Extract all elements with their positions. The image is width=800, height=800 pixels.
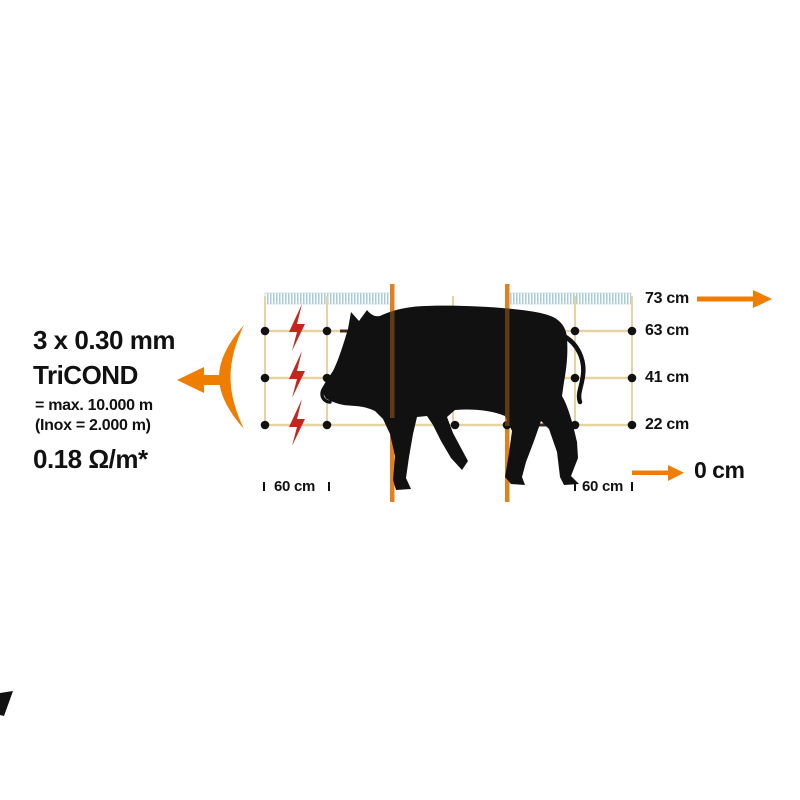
spec-pointer [177, 325, 244, 429]
net-top-braid-right [506, 292, 632, 305]
net-knot [627, 326, 637, 336]
lightning-bolt-icon [289, 351, 305, 398]
height-label-63: 63 cm [645, 322, 689, 339]
top-height-arrow [697, 290, 772, 308]
brace-icon [219, 325, 244, 429]
net-knot [450, 420, 460, 430]
net-knot [627, 373, 637, 383]
tick-mark [574, 482, 576, 491]
boar-tail [561, 333, 586, 405]
net-knot [260, 420, 270, 430]
net-top-braid-left [264, 292, 393, 305]
corner-mark [0, 691, 13, 716]
right-arrow-icon [753, 290, 772, 308]
right-arrow-icon [668, 465, 684, 481]
boar-tusk [320, 384, 332, 404]
tick-mark [263, 482, 265, 491]
right-arrow-shaft [632, 470, 668, 475]
height-label-73: 73 cm [645, 290, 689, 307]
net-knot [260, 373, 270, 383]
post-overlay [390, 306, 395, 418]
spacing-label-left: 60 cm [274, 478, 316, 495]
spacing-label-right: 60 cm [582, 478, 624, 495]
spec-conductor-name: TriCOND [33, 360, 138, 390]
spacing-ticks [263, 482, 633, 491]
tick-mark [631, 482, 633, 491]
spec-inox-length: (Inox = 2.000 m) [35, 417, 151, 434]
spec-max-length: = max. 10.000 m [35, 397, 153, 414]
spec-resistance: 0.18 Ω/m* [33, 444, 148, 474]
lightning-bolt-icon [289, 304, 305, 351]
net-knot [260, 326, 270, 336]
ground-arrow [632, 465, 684, 481]
spec-wire-gauge: 3 x 0.30 mm [33, 325, 175, 355]
height-label-22: 22 cm [645, 416, 689, 433]
right-arrow-shaft [697, 296, 753, 302]
net-knot [570, 326, 580, 336]
left-arrow-icon [177, 367, 223, 393]
lightning-bolts [289, 304, 305, 446]
net-knot [322, 420, 332, 430]
lightning-bolt-icon [289, 399, 305, 446]
boar-body [321, 305, 579, 490]
post-overlay [505, 308, 510, 426]
net-knot [570, 373, 580, 383]
net-knot [627, 420, 637, 430]
height-label-41: 41 cm [645, 369, 689, 386]
net-knot [322, 326, 332, 336]
height-label-0: 0 cm [694, 457, 745, 483]
tick-mark [328, 482, 330, 491]
boar-silhouette [320, 305, 586, 490]
